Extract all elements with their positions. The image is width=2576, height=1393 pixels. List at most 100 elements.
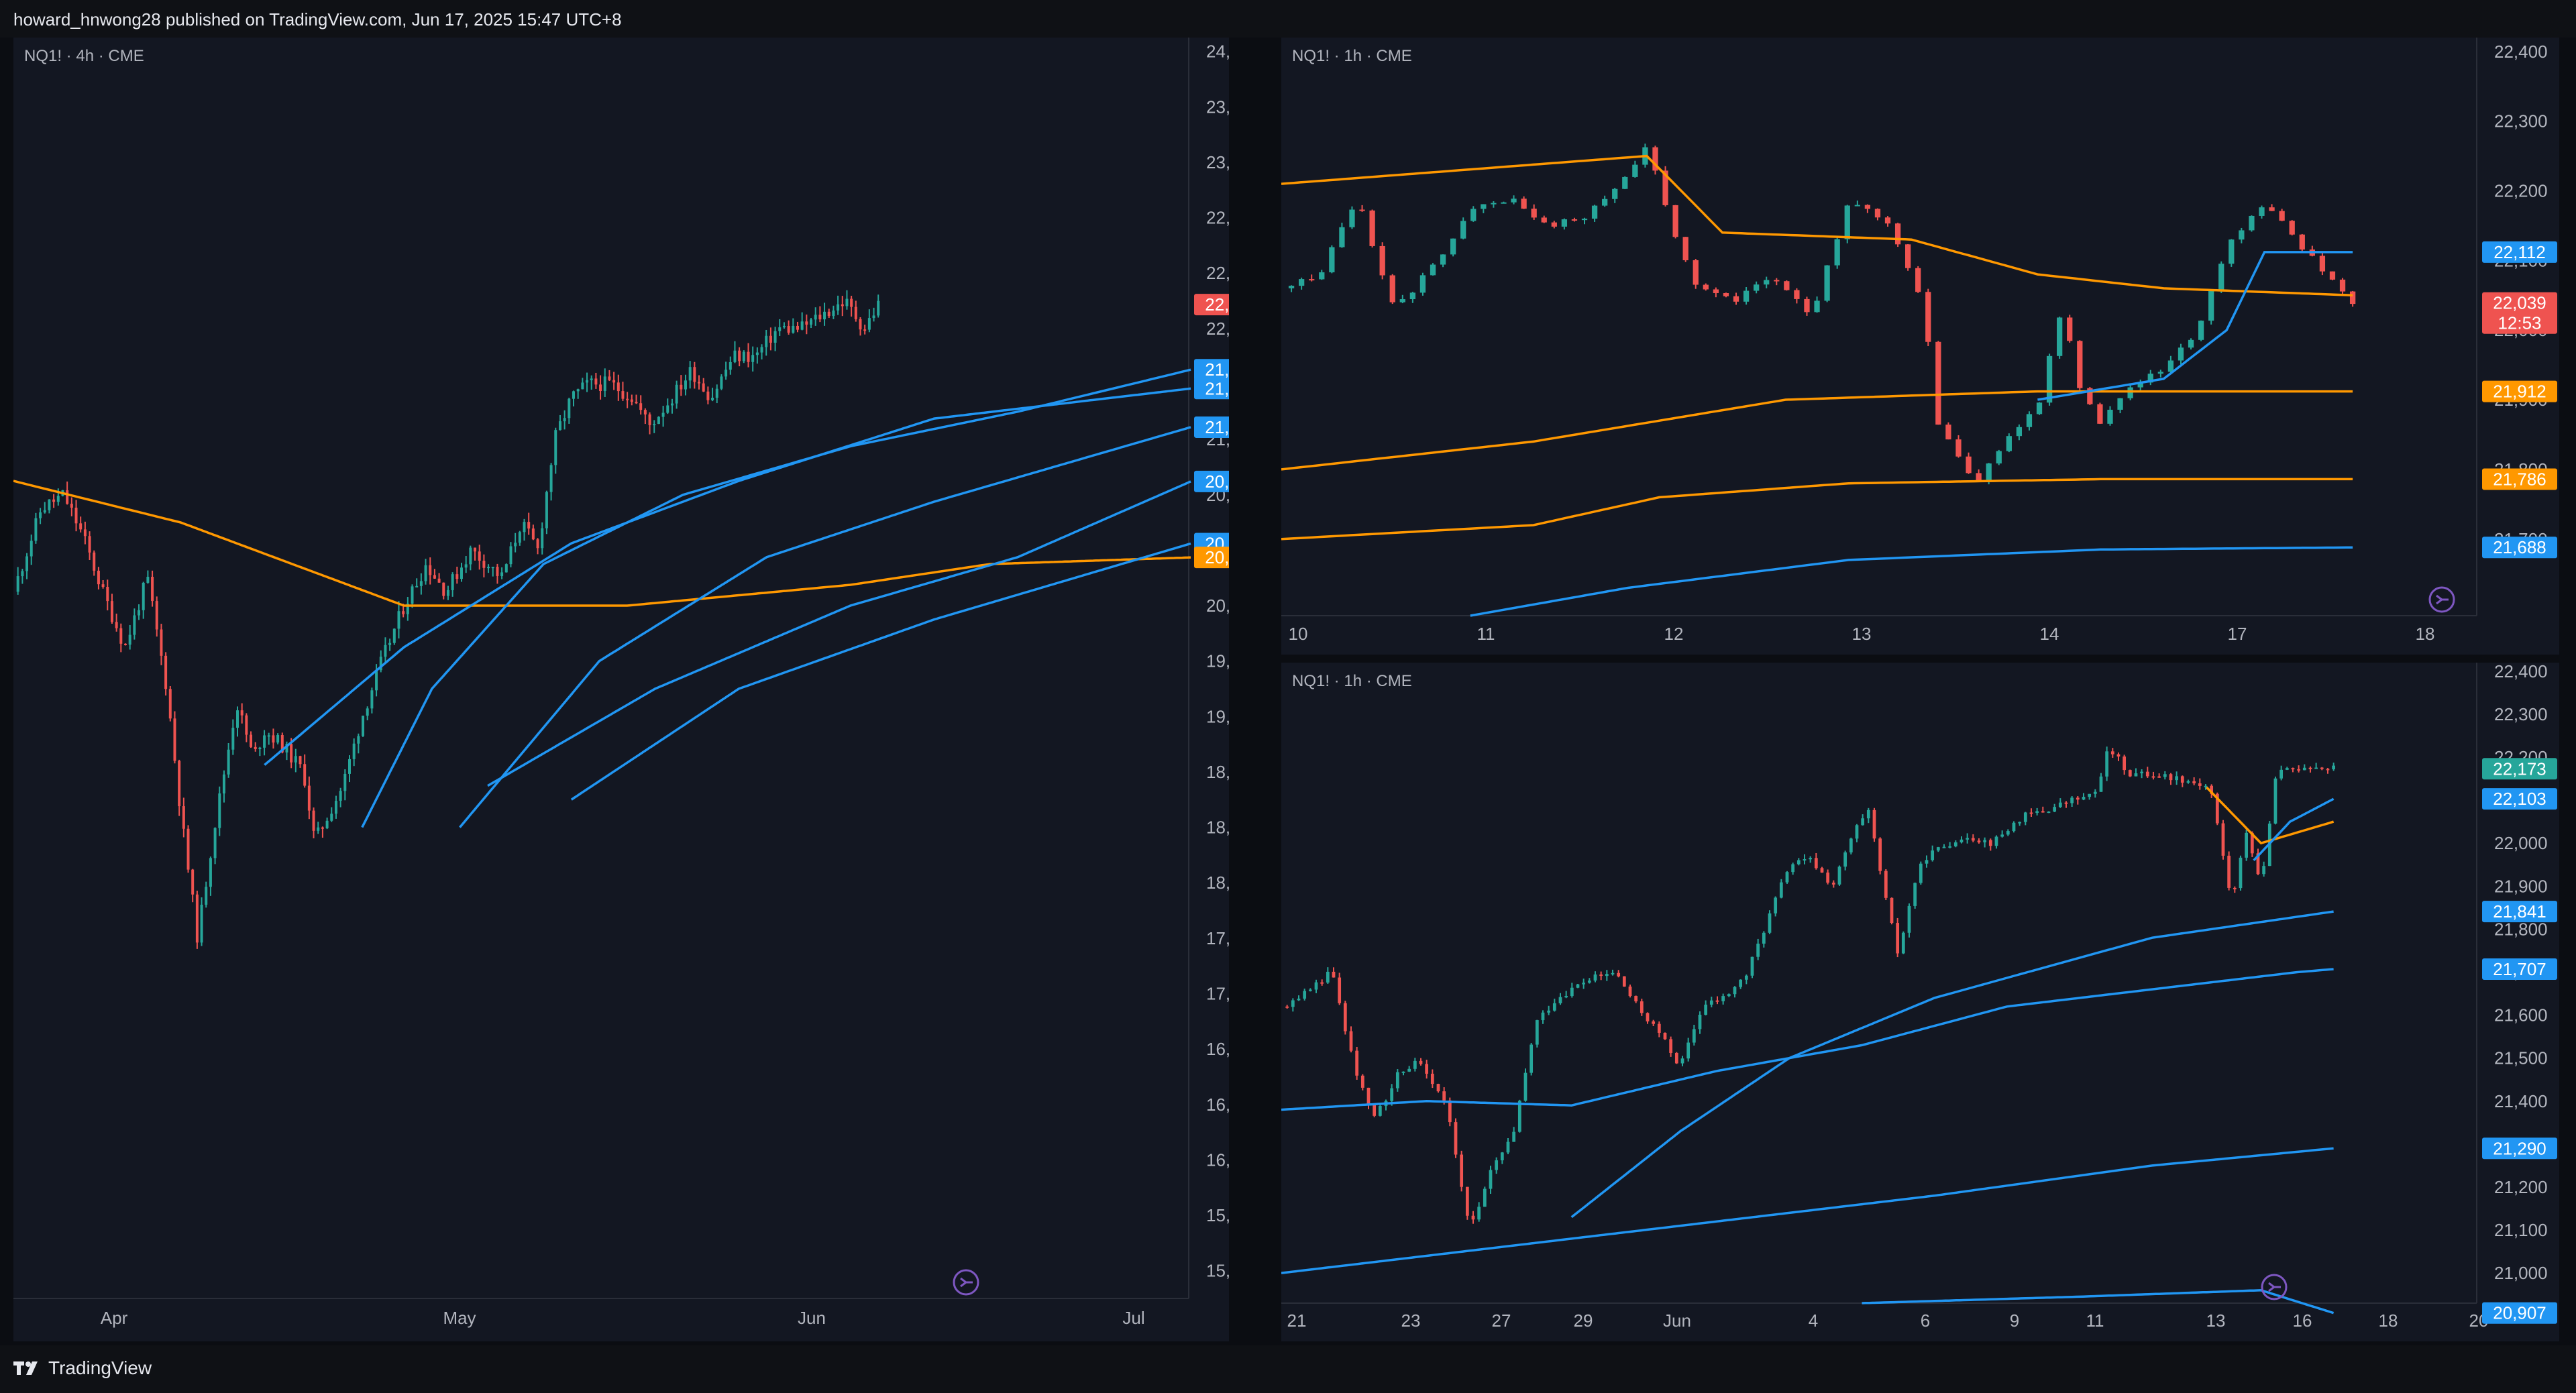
candle-body: [110, 601, 113, 622]
candle-body: [514, 543, 517, 547]
candle-body: [1564, 996, 1568, 998]
candle-body: [1571, 219, 1578, 221]
chart-svg[interactable]: 24,00023,60023,20022,80022,40022,00021,6…: [13, 38, 1229, 1341]
candle-body: [2208, 290, 2214, 321]
moving-average-line: [1281, 390, 2353, 471]
candle-body: [1291, 1000, 1295, 1007]
candle-body: [343, 773, 347, 791]
candle-body: [729, 361, 732, 370]
candle-body: [1471, 1215, 1475, 1220]
candle-body: [1511, 199, 1517, 203]
price-tag: 22,103: [2482, 788, 2557, 810]
candle-body: [1512, 1131, 1516, 1142]
candle-body: [1303, 991, 1307, 999]
candle-body: [1430, 264, 1436, 276]
candle-body: [1756, 943, 1760, 957]
candle-body: [2123, 756, 2127, 771]
candle-body: [2239, 857, 2243, 889]
candle-body: [1657, 1023, 1661, 1033]
candle-body: [1826, 873, 1830, 883]
x-tick-label: 6: [1921, 1311, 1930, 1331]
candle-body: [464, 564, 468, 568]
candle-body: [2107, 409, 2113, 424]
candle-body: [2188, 339, 2194, 348]
candle-body: [231, 728, 235, 750]
price-tag-label: 22,103: [2493, 789, 2546, 809]
candle-body: [1320, 982, 1324, 984]
candle-body: [1652, 1021, 1656, 1024]
candle-body: [1884, 871, 1888, 898]
candle-body: [1470, 209, 1477, 221]
candle-body: [2192, 781, 2196, 783]
candle-body: [1349, 1031, 1353, 1051]
candle-body: [2116, 754, 2121, 757]
candle-body: [406, 604, 409, 614]
candle-body: [2035, 811, 2039, 814]
candle-body: [2163, 774, 2167, 777]
candle-body: [1369, 210, 1375, 246]
candle-body: [1634, 996, 1638, 1002]
price-tag-label: 20,907: [2493, 1303, 2546, 1323]
price-tag-bg: [2482, 901, 2557, 923]
y-tick-label: 21,500: [2494, 1048, 2548, 1068]
publish-info: howard_hnwong28 published on TradingView…: [13, 9, 622, 30]
chart-pane-1h-top[interactable]: NQ1! · 1h · CME 22,40022,30022,20022,100…: [1281, 38, 2559, 655]
candle-body: [1326, 971, 1330, 983]
candle-body: [1704, 1004, 1708, 1015]
x-tick-label: 11: [1477, 624, 1495, 644]
candle-body: [2012, 822, 2016, 832]
candle-body: [715, 388, 718, 398]
candle-body: [711, 398, 714, 400]
chart-svg[interactable]: 22,40022,30022,20022,10022,00021,90021,8…: [1281, 663, 2559, 1341]
candle-body: [1622, 176, 1628, 189]
candle-body: [666, 405, 669, 413]
candle-body: [1551, 222, 1557, 227]
chart-svg[interactable]: 22,40022,30022,20022,10022,00021,90021,8…: [1281, 38, 2559, 655]
candle-body: [1713, 289, 1719, 293]
candle-body: [2000, 834, 2004, 837]
y-tick-label: 21,200: [2494, 1177, 2548, 1197]
candle-body: [1774, 280, 1780, 282]
candle-body: [1366, 1087, 1371, 1105]
candle-body: [330, 814, 333, 821]
moving-average-line: [1281, 478, 2353, 541]
brand[interactable]: TradingView: [13, 1357, 152, 1379]
y-tick-label: 20,000: [1206, 596, 1229, 616]
candle-body: [1896, 923, 1900, 954]
candle-body: [1349, 209, 1355, 227]
candle-body: [1547, 1010, 1551, 1013]
price-tag: 20,896: [1194, 470, 1229, 492]
candle-body: [218, 793, 221, 828]
candle-body: [478, 551, 481, 561]
candle-body: [509, 546, 513, 565]
candle-body: [1591, 205, 1598, 219]
candle-body: [388, 643, 392, 645]
candle-body: [455, 574, 459, 579]
chart-pane-1h-bottom[interactable]: NQ1! · 1h · CME 22,40022,30022,20022,100…: [1281, 663, 2559, 1341]
candle-body: [397, 611, 400, 629]
candle-body: [2016, 427, 2023, 437]
chart-pane-4h[interactable]: NQ1! · 4h · CME 24,000 23,600 23,200 22,800…: [13, 38, 1229, 1341]
price-tag-label: 22,173: [1205, 294, 1229, 315]
candle-body: [146, 577, 150, 583]
candle-body: [2147, 374, 2153, 383]
candle-body: [2110, 751, 2114, 755]
candle-body: [1945, 425, 1951, 440]
candle-body: [1535, 1020, 1539, 1045]
candle-body: [1663, 1032, 1667, 1040]
candle-body: [43, 510, 46, 512]
price-tag: 21,290: [2482, 1137, 2557, 1160]
candle-body: [2279, 211, 2285, 221]
y-tick-label: 23,600: [1206, 97, 1229, 117]
candle-body: [52, 499, 56, 502]
candle-body: [366, 708, 369, 716]
price-tag: 21,567: [1194, 378, 1229, 400]
candle-body: [1436, 1084, 1440, 1092]
price-tag-bg: [2482, 1302, 2557, 1324]
candle-body: [1359, 209, 1365, 211]
candle-body: [1581, 218, 1588, 221]
candle-body: [536, 539, 539, 549]
candle-body: [2319, 256, 2326, 272]
candle-body: [1894, 223, 1901, 245]
candle-body: [2285, 768, 2289, 770]
